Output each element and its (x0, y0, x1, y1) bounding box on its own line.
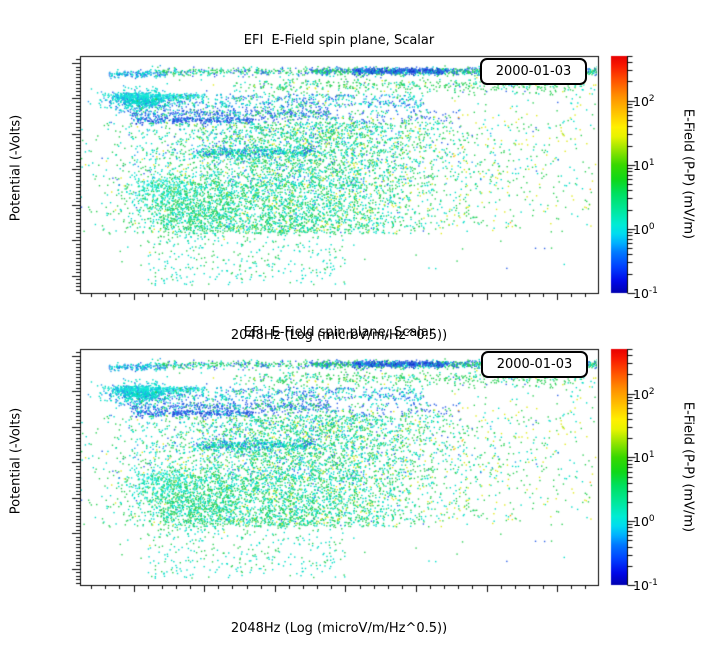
colorbar-tick-label: 100 (633, 220, 655, 237)
colorbar-tick-base: 10 (633, 286, 649, 302)
colorbar-label: E-Field (P-P) (mV/m) (680, 108, 696, 240)
colorbar-tick-exponent: -1 (648, 286, 658, 296)
colorbar-tick-label: 101 (633, 156, 655, 173)
colorbar-tick-label: 10-1 (633, 284, 658, 301)
y-axis-label: Potential (-Volts) (8, 114, 24, 222)
colorbar-tick-exponent: 1 (648, 450, 655, 461)
colorbar-tick-label: 100 (633, 512, 655, 529)
plot-title: EFI E-Field spin plane, Scalar (243, 325, 435, 340)
date-label-box: 2000-01-03 (481, 351, 588, 378)
colorbar-tick-label: 101 (633, 448, 655, 465)
date-label: 2000-01-03 (495, 64, 572, 79)
y-axis-label: Potential (-Volts) (8, 407, 24, 515)
colorbar-tick-exponent: 0 (648, 221, 655, 232)
colorbar-tick-base: 10 (633, 514, 649, 530)
x-axis-label: 2048Hz (Log (microV/m/Hz^0.5)) (230, 621, 448, 636)
colorbar-tick-exponent: 0 (648, 514, 655, 525)
colorbar-tick-exponent: -1 (648, 578, 658, 588)
colorbar-tick-label: 102 (633, 385, 655, 402)
date-label: 2000-01-03 (496, 357, 573, 372)
colorbar-tick-label: 10-1 (633, 576, 658, 593)
colorbar-tick-base: 10 (633, 93, 649, 109)
colorbar-tick-exponent: 2 (648, 386, 655, 397)
x-axis-label: 2048Hz (Log (microV/m/Hz^0.5)) (230, 328, 448, 343)
colorbar-label: E-Field (P-P) (mV/m) (680, 401, 696, 533)
colorbar-tick-base: 10 (633, 386, 649, 402)
colorbar-tick-exponent: 1 (648, 157, 655, 168)
plot-title: EFI E-Field spin plane, Scalar (243, 33, 435, 48)
colorbar-tick-base: 10 (633, 578, 649, 594)
colorbar-tick-label: 102 (633, 92, 655, 109)
colorbar-tick-exponent: 2 (648, 93, 655, 104)
colorbar-tick-base: 10 (633, 158, 649, 173)
colorbar-tick-base: 10 (633, 450, 649, 466)
colorbar-tick-base: 10 (633, 222, 649, 238)
date-label-box: 2000-01-03 (480, 58, 587, 85)
